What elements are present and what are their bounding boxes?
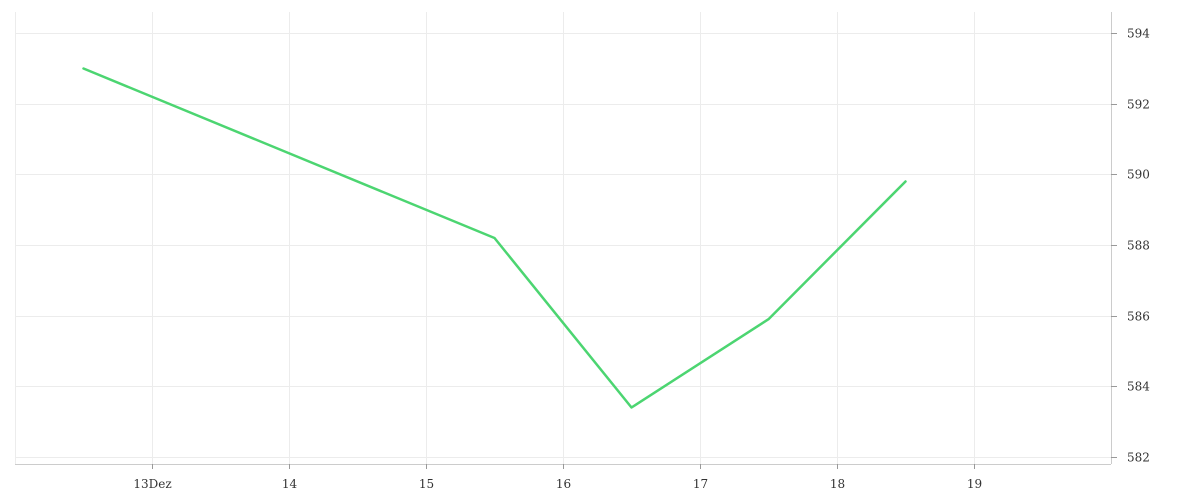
y-tick-label: 592 [1127, 98, 1150, 112]
x-tick-label: 17 [693, 477, 708, 491]
series-line-0 [82, 67, 907, 409]
x-tick-label: 18 [830, 477, 845, 491]
x-tick-label: 15 [419, 477, 434, 491]
x-gridlines [15, 12, 975, 464]
x-tick-label: 19 [967, 477, 982, 491]
y-tick-label: 586 [1127, 310, 1150, 324]
y-tick-label: 582 [1127, 451, 1150, 465]
series-layer [82, 67, 907, 409]
y-axis-ticks: 582 584 586 588 590 592 594 [1111, 27, 1150, 465]
y-tick-label: 588 [1127, 239, 1150, 253]
x-axis-ticks: 13Dez 14 15 16 17 18 19 [133, 464, 982, 491]
x-tick-label: 16 [556, 477, 571, 491]
x-tick-label: 13Dez [133, 477, 171, 491]
y-gridlines [15, 33, 1111, 458]
y-tick-label: 590 [1127, 168, 1150, 182]
y-tick-label: 584 [1127, 380, 1150, 394]
y-tick-label: 594 [1127, 27, 1150, 41]
x-tick-label: 14 [282, 477, 298, 491]
